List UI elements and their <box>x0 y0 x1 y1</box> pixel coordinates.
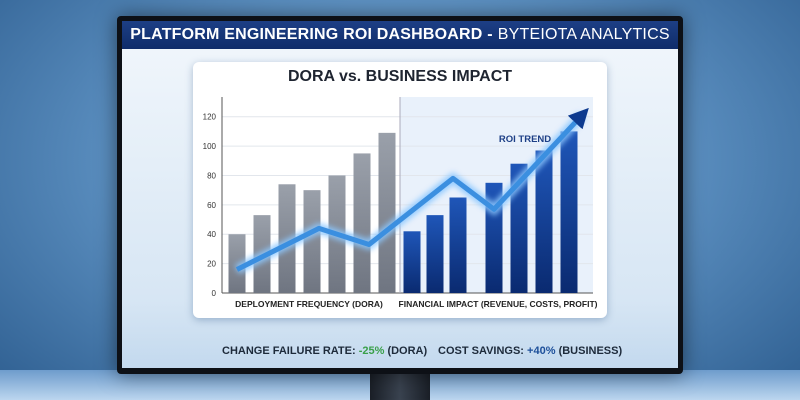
cs-label: COST SAVINGS: <box>438 345 524 357</box>
dora-bar <box>303 190 321 293</box>
y-tick-label: 60 <box>207 201 216 210</box>
roi-trend-line <box>235 107 589 272</box>
cs-suffix: (BUSINESS) <box>558 345 623 357</box>
dashboard-subtitle: BYTEIOTA ANALYTICS <box>497 26 670 43</box>
y-tick-label: 0 <box>212 289 217 298</box>
y-tick-label: 100 <box>203 142 217 151</box>
financial-bar <box>426 215 444 293</box>
cfr-value: -25% <box>358 345 385 357</box>
footer-change-failure-rate: CHANGE FAILURE RATE: -25% (DORA) <box>222 345 427 357</box>
roi-trend-label: ROI TREND <box>499 134 551 145</box>
financial-group-label: FINANCIAL IMPACT (REVENUE, COSTS, PROFIT… <box>399 299 598 309</box>
y-tick-label: 80 <box>207 171 216 180</box>
dora-bar <box>278 184 296 293</box>
y-tick-label: 40 <box>207 230 216 239</box>
dashboard-header: PLATFORM ENGINEERING ROI DASHBOARD - BYT… <box>122 21 678 49</box>
dora-bar <box>353 153 371 293</box>
financial-bar <box>403 231 421 293</box>
chart: 0 20 40 60 80 100 120 DEPLOYMENT FREQUENCY (DOR… <box>203 97 598 309</box>
financial-bar <box>510 163 528 293</box>
cfr-suffix: (DORA) <box>387 345 428 357</box>
financial-bar <box>449 197 467 293</box>
dashboard-title: PLATFORM ENGINEERING ROI DASHBOARD - <box>130 26 493 43</box>
footer-cost-savings: COST SAVINGS: +40% (BUSINESS) <box>438 345 622 357</box>
y-tick-label: 20 <box>207 260 216 269</box>
monitor: PLATFORM ENGINEERING ROI DASHBOARD - BYT… <box>117 16 683 374</box>
dora-bar <box>378 132 396 293</box>
cfr-label: CHANGE FAILURE RATE: <box>222 345 356 357</box>
financial-bar <box>560 131 578 293</box>
dora-group-label: DEPLOYMENT FREQUENCY (DORA) <box>235 299 383 309</box>
dora-bar <box>228 234 246 293</box>
screen: PLATFORM ENGINEERING ROI DASHBOARD - BYT… <box>122 21 678 368</box>
monitor-stand <box>370 372 430 400</box>
chart-card: DORA vs. BUSINESS IMPACT 0 20 40 60 80 100 120… <box>193 62 607 318</box>
chart-title: DORA vs. BUSINESS IMPACT <box>287 68 513 85</box>
cs-value: +40% <box>527 345 556 357</box>
financial-bar <box>535 150 553 293</box>
y-tick-label: 120 <box>203 113 217 122</box>
